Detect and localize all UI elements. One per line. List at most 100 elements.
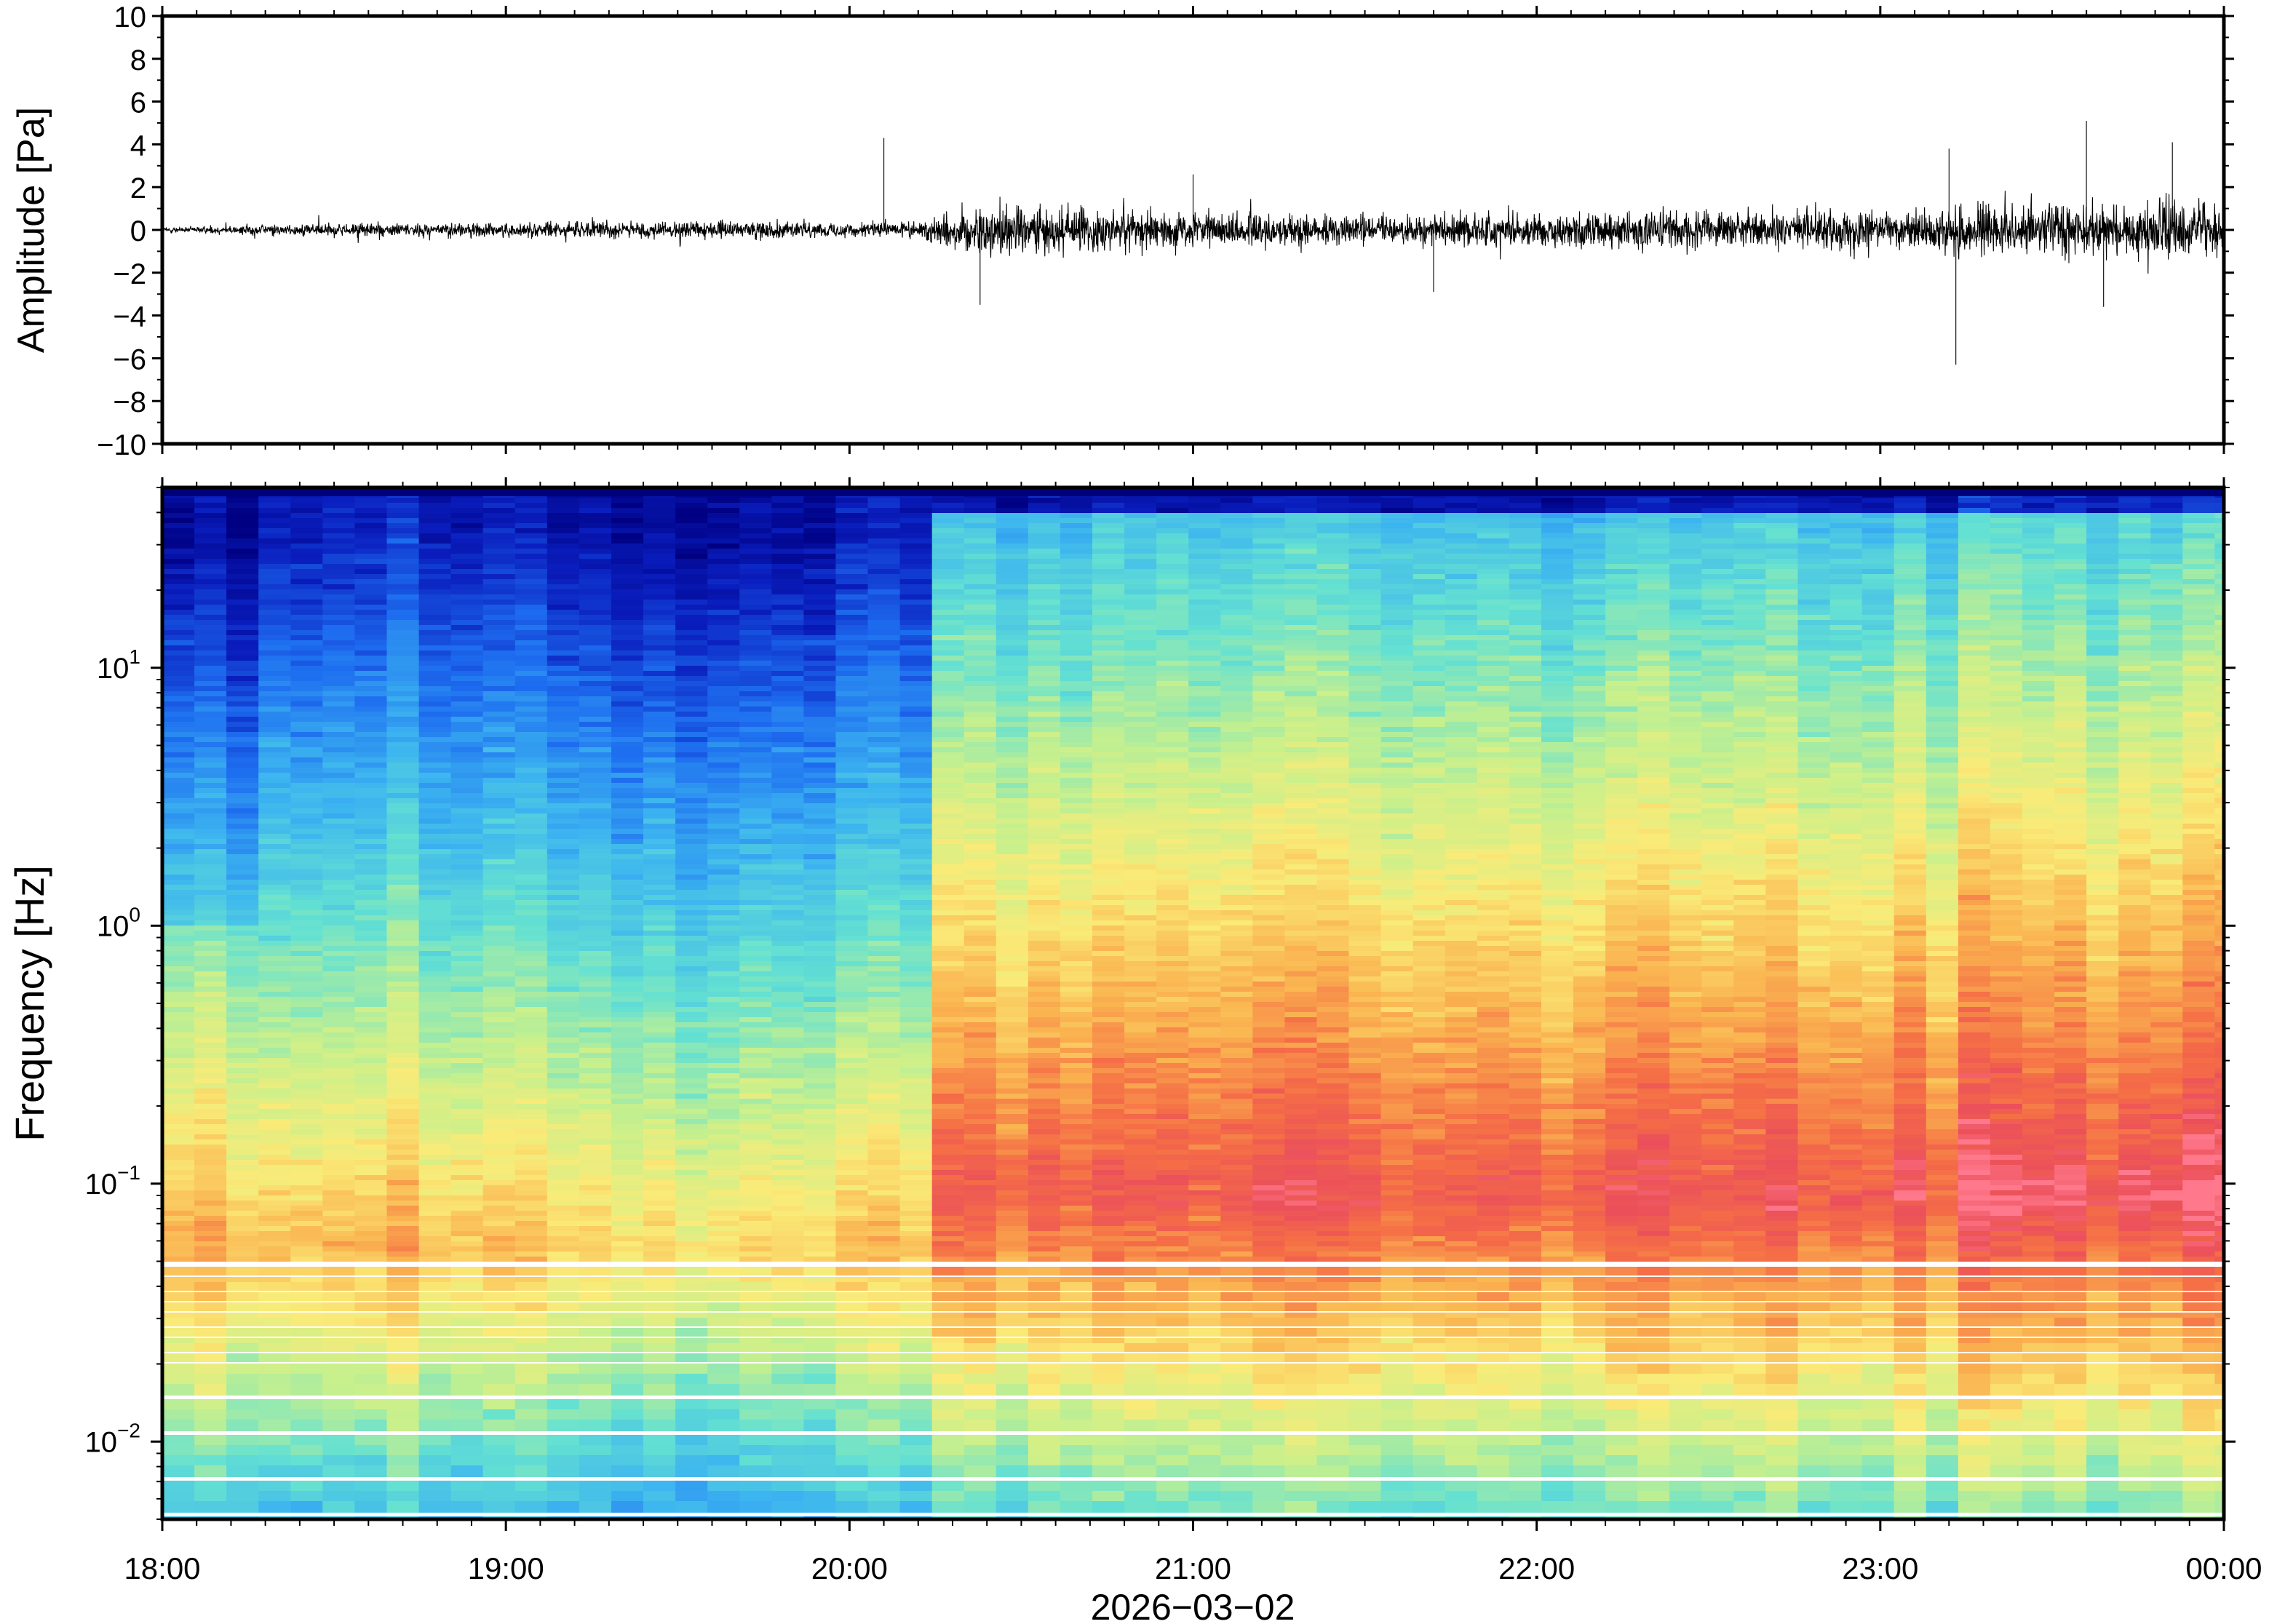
spectrogram-cell (675, 788, 708, 793)
spectrogram-cell (996, 920, 1029, 926)
spectrogram-cell (290, 1007, 323, 1012)
spectrogram-cell (386, 1119, 420, 1124)
spectrogram-cell (1028, 829, 1061, 834)
spectrogram-cell (258, 712, 291, 717)
spectrogram-cell (194, 1094, 227, 1099)
spectrogram-cell (899, 1150, 933, 1155)
spectrogram-cell (162, 554, 195, 559)
spectrogram-cell (450, 666, 484, 671)
spectrogram-cell (707, 971, 740, 976)
spectrogram-cell (354, 523, 388, 528)
spectrogram-cell (258, 834, 291, 839)
spectrogram-cell (675, 1022, 708, 1027)
spectrogram-cell (803, 1043, 837, 1048)
spectrogram-cell (611, 875, 644, 880)
spectrogram-cell (707, 976, 740, 982)
spectrogram-cell (418, 1216, 452, 1221)
spectrogram-cell (1028, 549, 1061, 554)
spectrogram-cell (482, 742, 516, 747)
spectrogram-cell (835, 722, 869, 727)
spectrogram-cell (354, 1343, 388, 1352)
spectrogram-cell (739, 1282, 772, 1291)
spectrogram-cell (194, 966, 227, 971)
spectrogram-cell (386, 564, 420, 569)
spectrogram-cell (482, 834, 516, 839)
spectrogram-cell (963, 1027, 997, 1032)
spectrogram-cell (354, 706, 388, 712)
spectrogram-cell (450, 1257, 484, 1262)
spectrogram-cell (547, 1175, 580, 1180)
spectrogram-cell (771, 549, 804, 554)
spectrogram-cell (611, 1099, 644, 1104)
spectrogram-cell (1028, 1292, 1061, 1301)
spectrogram-cell (643, 661, 676, 666)
spectrogram-cell (835, 1053, 869, 1058)
spectrogram-cell (867, 610, 901, 615)
spectrogram-cell (739, 926, 772, 931)
spectrogram-cell (611, 1109, 644, 1114)
spectrogram-cell (258, 1455, 291, 1467)
spectrogram-cell (418, 1124, 452, 1129)
spectrogram-cell (226, 600, 259, 605)
spectrogram-cell (418, 1134, 452, 1139)
spectrogram-cell (162, 656, 195, 661)
spectrogram-cell (771, 1206, 804, 1211)
spectrogram-cell (354, 1236, 388, 1241)
spectrogram-cell (226, 1145, 259, 1150)
spectrogram-cell (963, 803, 997, 808)
spectrogram-cell (996, 1282, 1029, 1291)
spectrogram-cell (835, 1465, 869, 1477)
spectrogram-cell (867, 1134, 901, 1139)
spectrogram-cell (675, 1027, 708, 1032)
spectrogram-cell (482, 946, 516, 951)
spectrogram-cell (707, 1236, 740, 1241)
spectrogram-cell (675, 793, 708, 798)
spectrogram-cell (963, 1099, 997, 1104)
spectrogram-cell (867, 1073, 901, 1078)
spectrogram-cell (290, 1420, 323, 1431)
spectrogram-cell (771, 926, 804, 931)
spectrogram-cell (643, 737, 676, 742)
spectrogram-cell (194, 508, 227, 513)
spectrogram-cell (707, 1068, 740, 1073)
spectrogram-cell (611, 518, 644, 523)
spectrogram-cell (482, 783, 516, 788)
spectrogram-cell (322, 1491, 355, 1502)
spectrogram-cell (322, 910, 355, 915)
spectrogram-cell (675, 987, 708, 992)
spectrogram-cell (867, 1104, 901, 1109)
spectrogram-cell (354, 717, 388, 722)
spectrogram-cell (514, 1399, 548, 1411)
spectrogram-cell (1028, 966, 1061, 971)
spectrogram-cell (835, 752, 869, 757)
spectrogram-cell (514, 513, 548, 518)
spectrogram-cell (194, 951, 227, 956)
spectrogram-cell (1028, 788, 1061, 793)
spectrogram-cell (162, 1251, 195, 1257)
spectrogram-cell (643, 961, 676, 966)
spectrogram-cell (835, 1409, 869, 1421)
spectrogram-cell (931, 1435, 965, 1446)
spectrogram-cell (675, 747, 708, 752)
spectrogram-cell (450, 1343, 484, 1352)
spectrogram-cell (643, 992, 676, 997)
spectrogram-cell (803, 1221, 837, 1226)
spectrogram-cell (579, 549, 612, 554)
spectrogram-cell (899, 1251, 933, 1257)
spectrogram-cell (514, 661, 548, 666)
spectrogram-cell (611, 1058, 644, 1063)
spectrogram-cell (162, 1420, 195, 1431)
spectrogram-cell (514, 712, 548, 717)
spectrogram-cell (867, 732, 901, 737)
spectrogram-cell (675, 885, 708, 890)
spectrogram-cell (547, 544, 580, 549)
spectrogram-cell (258, 620, 291, 625)
spectrogram-cell (386, 1491, 420, 1502)
spectrogram-cell (354, 742, 388, 747)
spectrogram-cell (354, 1481, 388, 1492)
spectrogram-cell (386, 1206, 420, 1211)
spectrogram-cell (514, 819, 548, 824)
spectrogram-cell (675, 936, 708, 941)
spectrogram-cell (579, 1170, 612, 1175)
spectrogram-cell (418, 1150, 452, 1155)
